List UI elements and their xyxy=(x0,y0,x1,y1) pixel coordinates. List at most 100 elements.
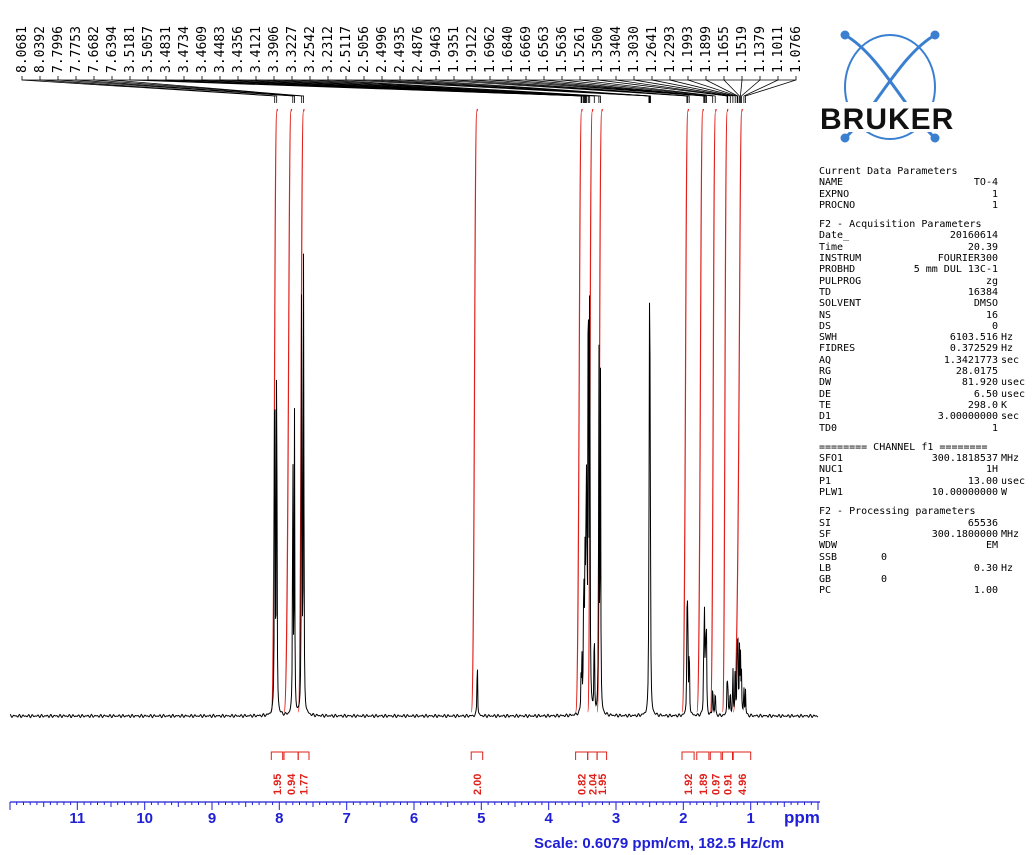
axis-tick-label: 2 xyxy=(679,810,687,827)
param-row: WDW EM xyxy=(819,540,1031,551)
peak-label: 2.4996 xyxy=(375,26,390,73)
axis-tick-label: 1 xyxy=(747,810,755,827)
param-unit: sec xyxy=(1001,411,1020,423)
axis-tick-label: 8 xyxy=(275,810,283,827)
peak-label: 1.3500 xyxy=(591,26,606,73)
peak-label: 2.5117 xyxy=(339,26,354,73)
integral-value: 1.77 xyxy=(299,774,311,795)
param-unit xyxy=(998,574,1031,585)
param-unit xyxy=(998,540,1031,551)
param-value: 65536 xyxy=(967,517,998,529)
integral-value: 4.96 xyxy=(737,774,749,795)
param-row: FIDRES 0.372529 Hz xyxy=(819,343,1031,354)
integral-curve xyxy=(696,108,704,713)
param-unit: usec xyxy=(1001,377,1026,389)
param-row: TD0 1 xyxy=(819,423,1031,434)
param-unit: MHz xyxy=(1001,453,1020,465)
param-value: 16384 xyxy=(967,286,998,298)
peak-label: 1.3030 xyxy=(627,26,642,73)
param-value: 16 xyxy=(985,309,998,321)
param-value: 0.30 xyxy=(973,562,998,574)
param-key: PROBHD xyxy=(819,264,856,276)
peak-label: 1.9122 xyxy=(465,26,480,73)
peak-label: 1.1899 xyxy=(699,26,714,73)
integral-value: 0.91 xyxy=(722,774,734,795)
param-value: 1.00 xyxy=(973,585,998,597)
param-unit: sec xyxy=(1001,354,1020,366)
peak-label: 1.1011 xyxy=(771,26,786,73)
param-row: PLW1 10.00000000 W xyxy=(819,487,1031,498)
peak-leader-line xyxy=(39,76,278,103)
param-key: PROCNO xyxy=(819,199,856,211)
axis-tick-label: 10 xyxy=(136,810,153,827)
integral-value: 1.92 xyxy=(683,774,695,795)
param-unit xyxy=(998,287,1031,298)
param-key: EXPNO xyxy=(819,188,850,200)
axis-tick-label: 9 xyxy=(208,810,216,827)
param-unit xyxy=(998,200,1031,211)
param-unit xyxy=(998,276,1031,287)
param-value: 0 xyxy=(991,320,998,332)
param-key: SOLVENT xyxy=(819,298,862,310)
param-value: 5 mm DUL 13C-1 xyxy=(913,264,998,276)
param-value: 1.3421773 xyxy=(943,354,998,366)
param-unit xyxy=(998,321,1031,332)
param-row: SOLVENT DMSO xyxy=(819,298,1031,309)
param-key: SF xyxy=(819,528,832,540)
param-value: FOURIER300 xyxy=(937,253,998,265)
peak-label: 1.1519 xyxy=(735,26,750,73)
peak-label: 1.2293 xyxy=(663,26,678,73)
param-row: RG 28.0175 xyxy=(819,366,1031,377)
peak-label: 3.4121 xyxy=(249,26,264,73)
param-value: 1 xyxy=(991,422,998,434)
param-key: WDW xyxy=(819,540,838,552)
peak-leader-line xyxy=(75,76,295,103)
param-unit xyxy=(998,230,1031,241)
channel-params-rows: SFO1 300.1818537 MHz NUC1 1H P1 13.00 usec PLW1 1… xyxy=(819,453,1031,498)
peak-leader-line xyxy=(543,76,707,103)
param-key: TD0 xyxy=(819,422,838,434)
param-key: SFO1 xyxy=(819,453,844,465)
param-row: SF 300.1800000 MHz xyxy=(819,529,1031,540)
peak-label: 1.6962 xyxy=(483,26,498,73)
param-row: AQ 1.3421773 sec xyxy=(819,355,1031,366)
peak-leader-line xyxy=(507,76,705,103)
peak-leader-line xyxy=(273,76,591,103)
param-value: zg xyxy=(985,275,998,287)
param-row: PROCNO 1 xyxy=(819,200,1031,211)
acquisition-parameters: F2 - Acquisition Parameters Date_ 2016061… xyxy=(819,219,1031,434)
peak-label: 1.6669 xyxy=(519,26,534,73)
param-unit: Hz xyxy=(1001,332,1014,344)
spectrum-trace xyxy=(9,253,819,719)
param-unit: MHz xyxy=(1001,528,1020,540)
peak-leader-line xyxy=(93,76,303,103)
peak-leader-line xyxy=(21,76,276,103)
integral-value: 1.95 xyxy=(272,774,284,795)
peak-leader-line xyxy=(633,76,731,103)
peak-leader-line xyxy=(237,76,588,103)
param-value: 6.50 xyxy=(973,388,998,400)
param-unit xyxy=(998,264,1031,275)
param-value: 300.1800000 xyxy=(931,528,998,540)
param-unit xyxy=(998,177,1031,188)
peak-label: 3.4831 xyxy=(159,26,174,73)
peak-label: 1.3404 xyxy=(609,26,624,73)
integral-value: 1.95 xyxy=(597,774,609,795)
integral-value: 1.89 xyxy=(698,774,710,795)
peak-label: 3.5181 xyxy=(123,26,138,73)
param-row: Date_ 20160614 xyxy=(819,230,1031,241)
peak-leader-line xyxy=(597,76,728,103)
param-row: GB 0 xyxy=(819,574,1031,585)
integral-bracket xyxy=(681,751,695,760)
acq-params-title: F2 - Acquisition Parameters xyxy=(819,219,982,231)
param-unit xyxy=(998,585,1031,596)
peak-list: 8.0681 8.0392 7.7996 7.7753 7.6682 7.6394 3.51… xyxy=(15,26,804,103)
peak-label: 2.4876 xyxy=(411,26,426,73)
param-value: 13.00 xyxy=(967,475,998,487)
integral-curve xyxy=(270,108,279,713)
peak-label: 1.6563 xyxy=(537,26,552,73)
peak-label: 1.9351 xyxy=(447,26,462,73)
integral-bracket xyxy=(470,751,484,760)
param-unit xyxy=(998,242,1031,253)
peak-leader-line xyxy=(111,76,304,103)
